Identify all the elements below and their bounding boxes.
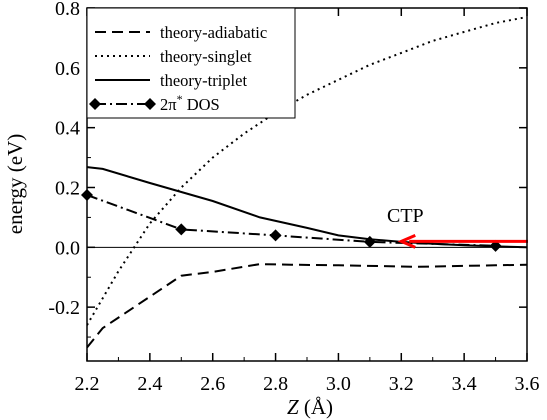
legend-box bbox=[86, 7, 296, 119]
dos-marker-3 bbox=[363, 235, 376, 248]
y-tick-label-5: 0.8 bbox=[55, 0, 80, 20]
ctp-arrow-head bbox=[397, 233, 416, 249]
legend-label-dos-sup: * bbox=[177, 92, 183, 106]
x-tick-label-2: 2.6 bbox=[200, 373, 225, 395]
x-axis-variable: Z bbox=[287, 395, 299, 419]
x-tick-label-1: 2.4 bbox=[137, 373, 162, 395]
legend-label-dos-suffix: DOS bbox=[183, 95, 220, 114]
x-tick-label-0: 2.2 bbox=[75, 373, 100, 395]
legend-label-dos: 2π* DOS bbox=[160, 92, 220, 114]
ctp-annotation-label: CTP bbox=[387, 205, 424, 227]
dos-marker-1 bbox=[175, 223, 188, 236]
y-tick-label-4: 0.6 bbox=[55, 58, 80, 80]
x-tick-label-7: 3.6 bbox=[515, 373, 540, 395]
series-line-2 bbox=[87, 166, 527, 249]
legend-label-dos-base: 2π bbox=[160, 95, 177, 114]
x-axis-ticks: 2.2 2.4 2.6 2.8 3.0 3.2 3.4 3.6 bbox=[75, 8, 540, 395]
x-axis-label: Z (Å) bbox=[287, 395, 333, 419]
series-line-3 bbox=[87, 194, 496, 247]
legend-label-singlet: theory-singlet bbox=[160, 47, 252, 66]
x-tick-label-4: 3.0 bbox=[326, 373, 351, 395]
y-tick-label-2: 0.2 bbox=[55, 177, 80, 199]
y-axis-label: energy (eV) bbox=[3, 134, 27, 234]
series-line-0 bbox=[87, 263, 527, 349]
legend-marker-dos-left bbox=[89, 98, 101, 110]
legend: theory-adiabatic theory-singlet theory-t… bbox=[86, 7, 296, 119]
y-tick-label-1: 0.0 bbox=[55, 237, 80, 259]
y-tick-label-3: 0.4 bbox=[55, 118, 80, 140]
x-axis-unit: (Å) bbox=[299, 395, 333, 419]
legend-label-triplet: theory-triplet bbox=[160, 71, 247, 90]
y-axis-ticks: -0.2 0.0 0.2 0.4 0.6 0.8 bbox=[48, 0, 527, 338]
x-tick-label-5: 3.2 bbox=[389, 373, 414, 395]
legend-label-adiabatic: theory-adiabatic bbox=[160, 23, 267, 42]
x-tick-label-3: 2.8 bbox=[263, 373, 288, 395]
y-tick-label-0: -0.2 bbox=[48, 297, 80, 319]
x-tick-label-6: 3.4 bbox=[452, 373, 477, 395]
legend-marker-dos-right bbox=[144, 98, 156, 110]
dos-marker-2 bbox=[269, 229, 282, 242]
